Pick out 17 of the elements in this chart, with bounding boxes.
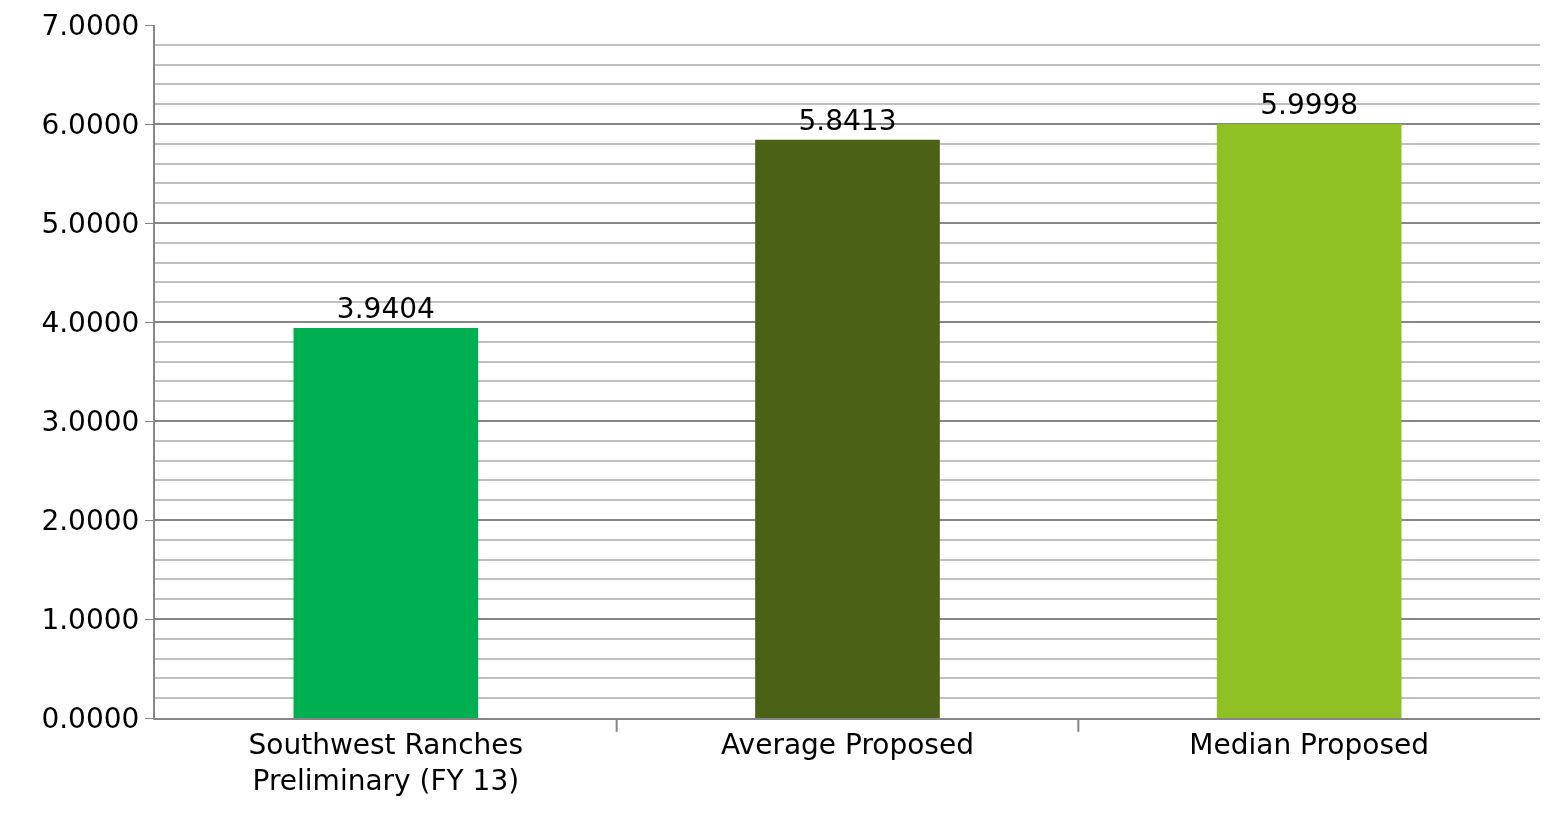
x-tick-label: Average Proposed	[721, 727, 974, 761]
x-tick-label: Southwest Ranches Preliminary (FY 13)	[248, 727, 524, 797]
bar	[293, 327, 479, 718]
x-tick-label: Median Proposed	[1189, 727, 1429, 761]
y-tick-label: 5.0000	[41, 206, 140, 240]
y-tick-label: 6.0000	[41, 107, 140, 141]
bar	[1216, 124, 1402, 718]
data-label: 5.8413	[798, 103, 897, 137]
bar	[755, 139, 940, 718]
y-tick-label: 2.0000	[41, 503, 140, 537]
data-label: 5.9998	[1260, 88, 1359, 122]
y-tick-label: 0.0000	[41, 701, 140, 735]
y-tick-label: 3.0000	[41, 404, 140, 438]
y-tick-label: 4.0000	[41, 305, 140, 339]
y-tick-label: 1.0000	[41, 602, 140, 636]
data-label: 3.9404	[336, 291, 435, 325]
y-tick-label: 7.0000	[41, 8, 140, 42]
